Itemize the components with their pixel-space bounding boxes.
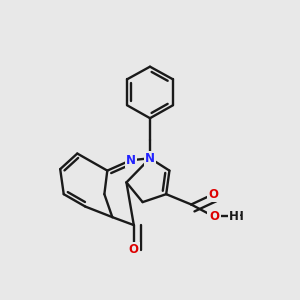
Text: H: H (234, 210, 244, 223)
Text: O: O (208, 188, 218, 201)
Text: N: N (126, 154, 136, 167)
Text: H: H (229, 210, 239, 223)
Text: N: N (145, 152, 155, 165)
Text: O: O (208, 210, 218, 223)
Text: O: O (210, 210, 220, 223)
Text: O: O (129, 243, 139, 256)
